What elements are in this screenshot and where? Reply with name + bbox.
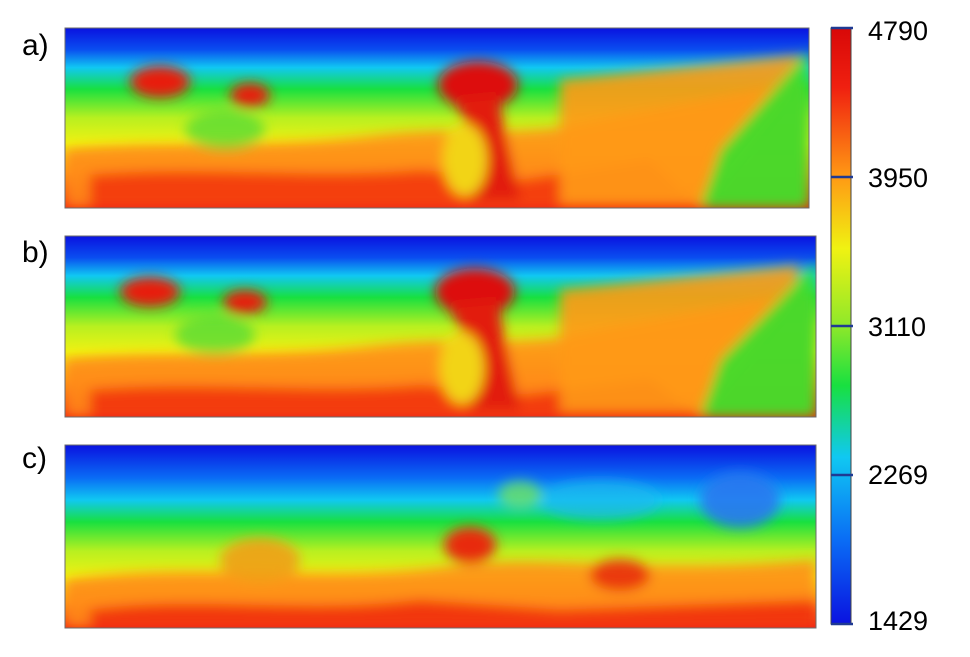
colorbar-tick-label: 3110 [868, 312, 926, 342]
panel-b-frame [64, 235, 817, 418]
panel-a: a) [22, 27, 810, 209]
panel-c-label: c) [22, 442, 47, 475]
colorbar-tick-label-max: 4790 [868, 16, 928, 46]
colorbar-tick-label-min: 1429 [868, 606, 928, 636]
panel-b: b) [22, 235, 817, 418]
panel-b-velocity-image [65, 236, 816, 417]
panel-a-velocity-image [65, 28, 809, 208]
panel-b-label: b) [22, 236, 49, 269]
colorbar-tick-label: 2269 [868, 460, 928, 490]
colorbar: 4790 3950 3110 2269 1429 [830, 16, 928, 636]
panel-c-frame [64, 444, 817, 629]
panel-a-label: a) [22, 29, 49, 62]
panel-a-frame [64, 27, 810, 209]
colorbar-tick-label: 3950 [868, 163, 928, 193]
panel-c: c) [22, 442, 817, 629]
panel-c-velocity-image [65, 445, 816, 628]
